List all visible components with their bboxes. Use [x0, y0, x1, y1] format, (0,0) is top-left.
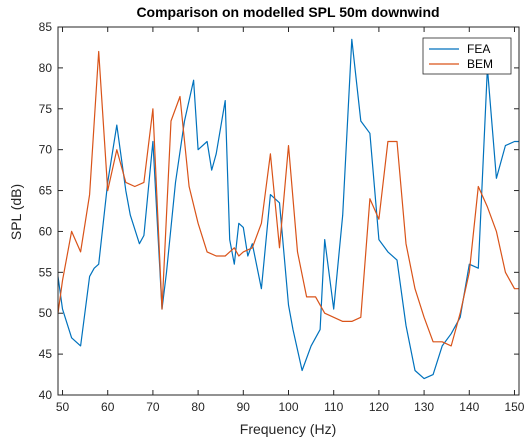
- x-tick-label: 80: [191, 400, 205, 414]
- y-tick-label: 40: [39, 388, 53, 402]
- y-tick-label: 80: [39, 61, 53, 75]
- chart-title: Comparison on modelled SPL 50m downwind: [136, 4, 439, 20]
- x-tick-label: 120: [369, 400, 389, 414]
- x-tick-label: 110: [324, 400, 343, 414]
- x-tick-label: 50: [56, 400, 70, 414]
- x-tick-label: 90: [237, 400, 251, 414]
- y-tick-label: 50: [39, 306, 53, 320]
- legend-box: [422, 37, 512, 75]
- plot-area: [58, 27, 519, 395]
- y-tick-label: 65: [39, 184, 53, 198]
- x-tick-label: 140: [459, 400, 479, 414]
- x-axis-ticks: 50 60 70 80 90 100 110 120 130 140 150: [56, 27, 525, 414]
- x-tick-label: 150: [504, 400, 524, 414]
- y-tick-label: 70: [39, 143, 53, 157]
- y-axis-title: SPL (dB): [8, 184, 24, 240]
- x-tick-label: 100: [278, 400, 298, 414]
- legend-label-bem: BEM: [467, 57, 493, 71]
- x-axis-title: Frequency (Hz): [240, 421, 336, 437]
- y-tick-label: 85: [39, 20, 53, 34]
- plot-frame: [57, 26, 520, 396]
- y-tick-label: 45: [39, 347, 53, 361]
- series-line-bem: [58, 50, 519, 347]
- y-tick-label: 75: [39, 102, 53, 116]
- x-tick-label: 70: [146, 400, 160, 414]
- y-tick-label: 55: [39, 265, 53, 279]
- x-tick-label: 130: [414, 400, 434, 414]
- y-tick-label: 60: [39, 224, 53, 238]
- x-tick-label: 60: [101, 400, 115, 414]
- series-line-fea: [58, 38, 519, 380]
- legend-label-fea: FEA: [467, 42, 490, 56]
- series-layer: [58, 38, 519, 380]
